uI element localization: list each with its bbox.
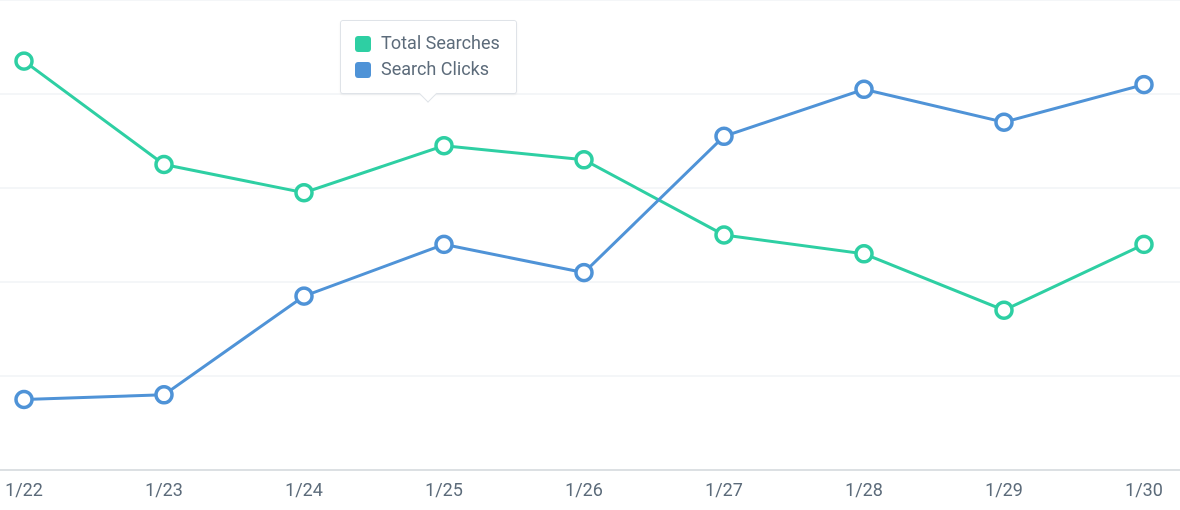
x-axis-label: 1/28 [845, 480, 883, 501]
data-point[interactable] [16, 392, 32, 408]
chart-legend: Total Searches Search Clicks [340, 20, 517, 94]
chart-svg [0, 0, 1180, 510]
data-point[interactable] [716, 227, 732, 243]
x-axis-label: 1/29 [985, 480, 1023, 501]
data-point[interactable] [296, 288, 312, 304]
legend-label: Search Clicks [381, 57, 489, 83]
data-point[interactable] [436, 236, 452, 252]
x-axis-label: 1/22 [5, 480, 43, 501]
x-axis-label: 1/23 [145, 480, 183, 501]
x-axis-label: 1/26 [565, 480, 603, 501]
data-point[interactable] [156, 387, 172, 403]
search-trends-chart: Total Searches Search Clicks 1/22 1/23 1/2… [0, 0, 1180, 510]
data-point[interactable] [576, 265, 592, 281]
data-point[interactable] [856, 81, 872, 97]
data-point[interactable] [716, 128, 732, 144]
x-axis-label: 1/25 [425, 480, 463, 501]
data-point[interactable] [436, 138, 452, 154]
data-point[interactable] [156, 157, 172, 173]
data-point[interactable] [576, 152, 592, 168]
data-point[interactable] [16, 53, 32, 69]
x-axis-label: 1/24 [285, 480, 323, 501]
x-axis-label: 1/30 [1125, 480, 1163, 501]
data-point[interactable] [996, 302, 1012, 318]
data-point[interactable] [996, 114, 1012, 130]
legend-swatch [355, 36, 371, 52]
legend-label: Total Searches [381, 31, 500, 57]
data-point[interactable] [296, 185, 312, 201]
legend-swatch [355, 62, 371, 78]
legend-item: Total Searches [355, 31, 500, 57]
x-axis-label: 1/27 [705, 480, 743, 501]
data-point[interactable] [1136, 236, 1152, 252]
legend-item: Search Clicks [355, 57, 500, 83]
series-line [24, 85, 1144, 400]
data-point[interactable] [1136, 77, 1152, 93]
data-point[interactable] [856, 246, 872, 262]
